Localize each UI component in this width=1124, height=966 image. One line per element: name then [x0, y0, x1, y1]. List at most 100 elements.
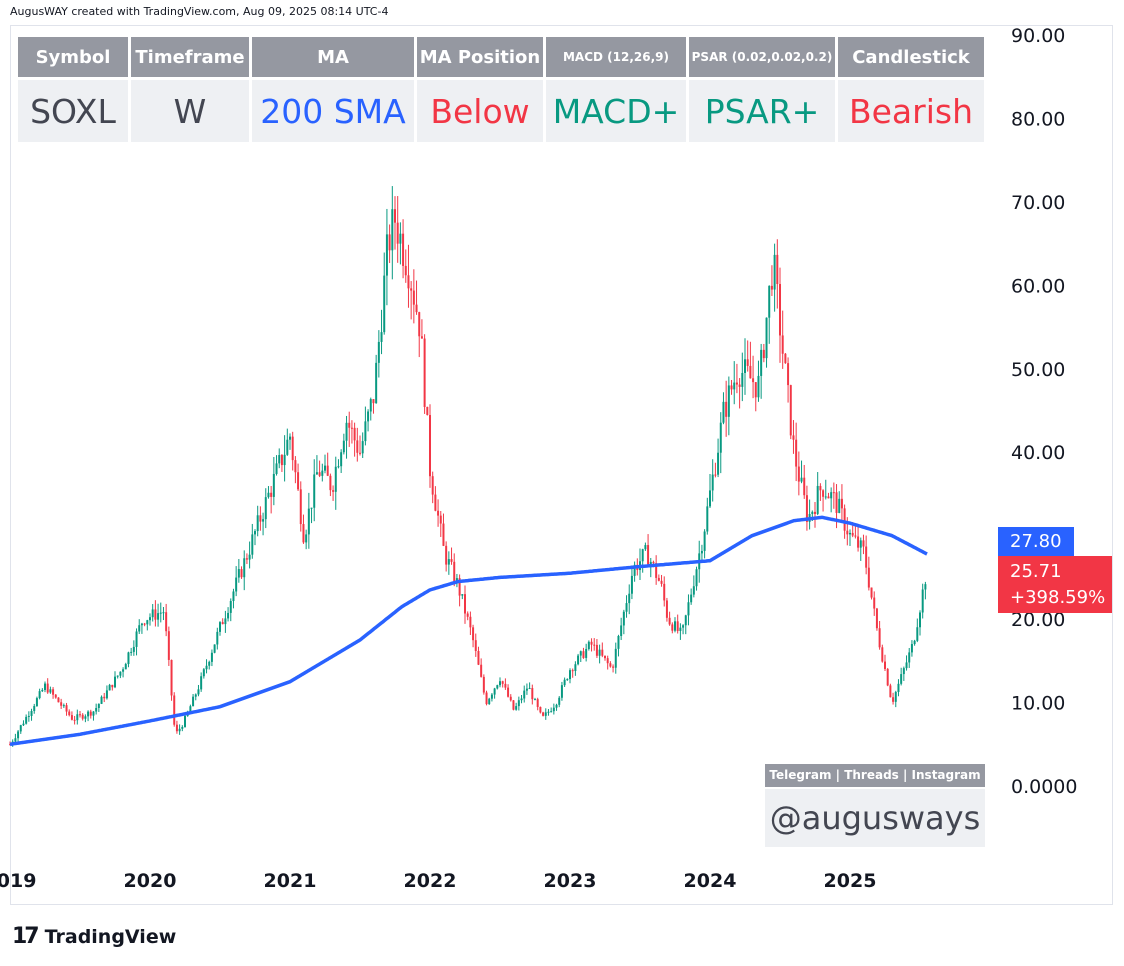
candle: [587, 640, 590, 651]
candle: [814, 501, 816, 528]
candle: [111, 684, 114, 691]
candle: [585, 643, 588, 662]
candle: [735, 363, 738, 394]
candle: [700, 544, 703, 562]
candle: [913, 639, 916, 646]
candle: [283, 435, 286, 482]
candle: [598, 644, 601, 664]
value-candlestick: Bearish: [838, 80, 984, 142]
candle: [445, 541, 448, 572]
candle: [22, 720, 25, 726]
candle: [919, 610, 921, 636]
x-tick-label: 2019: [0, 870, 36, 892]
candle: [779, 267, 781, 363]
y-tick-label: 40.00: [1011, 442, 1065, 464]
candle: [329, 473, 332, 497]
candle: [714, 462, 717, 478]
candle: [262, 512, 265, 536]
candle: [741, 352, 744, 402]
candle: [286, 428, 289, 456]
candle: [641, 548, 644, 573]
candle: [103, 692, 106, 703]
last-price-value: 25.71: [1010, 561, 1062, 582]
candle: [480, 658, 483, 678]
candle: [542, 711, 545, 717]
candle: [89, 709, 92, 719]
y-tick-label: 80.00: [1011, 108, 1065, 130]
candle: [100, 695, 103, 705]
candle: [884, 654, 886, 671]
candle: [727, 376, 730, 436]
candle: [550, 707, 553, 713]
candle: [620, 617, 623, 641]
candle: [765, 317, 768, 368]
chart-frame[interactable]: [10, 25, 1113, 905]
candle: [221, 618, 224, 625]
candle: [474, 633, 477, 657]
candle: [361, 432, 364, 458]
candle: [54, 693, 57, 699]
candle: [520, 695, 523, 704]
candle: [822, 489, 825, 512]
candle: [784, 352, 787, 364]
candle: [146, 619, 149, 631]
candle: [159, 602, 162, 623]
candle: [418, 311, 421, 358]
candle: [921, 583, 924, 619]
candle: [439, 511, 442, 537]
candle: [200, 672, 203, 692]
candle: [824, 479, 827, 500]
candle: [466, 611, 469, 621]
candle: [690, 588, 693, 605]
candle: [122, 667, 125, 678]
candle: [671, 622, 674, 634]
candle: [124, 662, 127, 670]
header-candlestick: Candlestick: [838, 37, 984, 77]
header-ma: MA: [252, 37, 414, 77]
candle: [905, 655, 908, 671]
social-header: Telegram | Threads | Instagram: [765, 764, 985, 787]
tradingview-logo[interactable]: 17 TradingView: [12, 924, 176, 949]
candle: [733, 361, 736, 405]
candle: [539, 706, 542, 714]
candle: [859, 537, 862, 561]
candle: [875, 607, 878, 631]
candle: [867, 556, 870, 591]
candle: [773, 243, 776, 312]
candle: [865, 535, 868, 575]
y-tick-label: 90.00: [1011, 25, 1065, 47]
candle: [202, 668, 205, 679]
y-tick-label: 50.00: [1011, 359, 1065, 381]
candle: [377, 330, 380, 378]
candle: [240, 566, 243, 579]
candle: [832, 482, 835, 509]
candle: [534, 697, 536, 701]
candle: [816, 472, 819, 516]
y-tick-label: 70.00: [1011, 192, 1065, 214]
candle: [324, 454, 326, 474]
candle: [81, 713, 84, 721]
candle: [149, 613, 151, 626]
candle: [862, 534, 865, 555]
candle: [192, 694, 195, 707]
candle: [105, 685, 108, 700]
candle: [461, 594, 464, 600]
candle: [805, 485, 808, 531]
candle: [682, 624, 685, 635]
candle: [46, 678, 49, 694]
candle: [359, 435, 361, 456]
candle: [709, 473, 711, 508]
candle: [450, 547, 453, 565]
candle: [340, 449, 343, 474]
candle: [132, 640, 135, 656]
candle: [579, 650, 582, 663]
candle: [789, 384, 792, 440]
candle: [501, 680, 504, 688]
candle: [383, 252, 386, 335]
candle: [407, 244, 410, 308]
candle: [916, 618, 919, 643]
candle: [216, 627, 219, 650]
candle: [687, 594, 690, 626]
candle: [488, 697, 491, 705]
